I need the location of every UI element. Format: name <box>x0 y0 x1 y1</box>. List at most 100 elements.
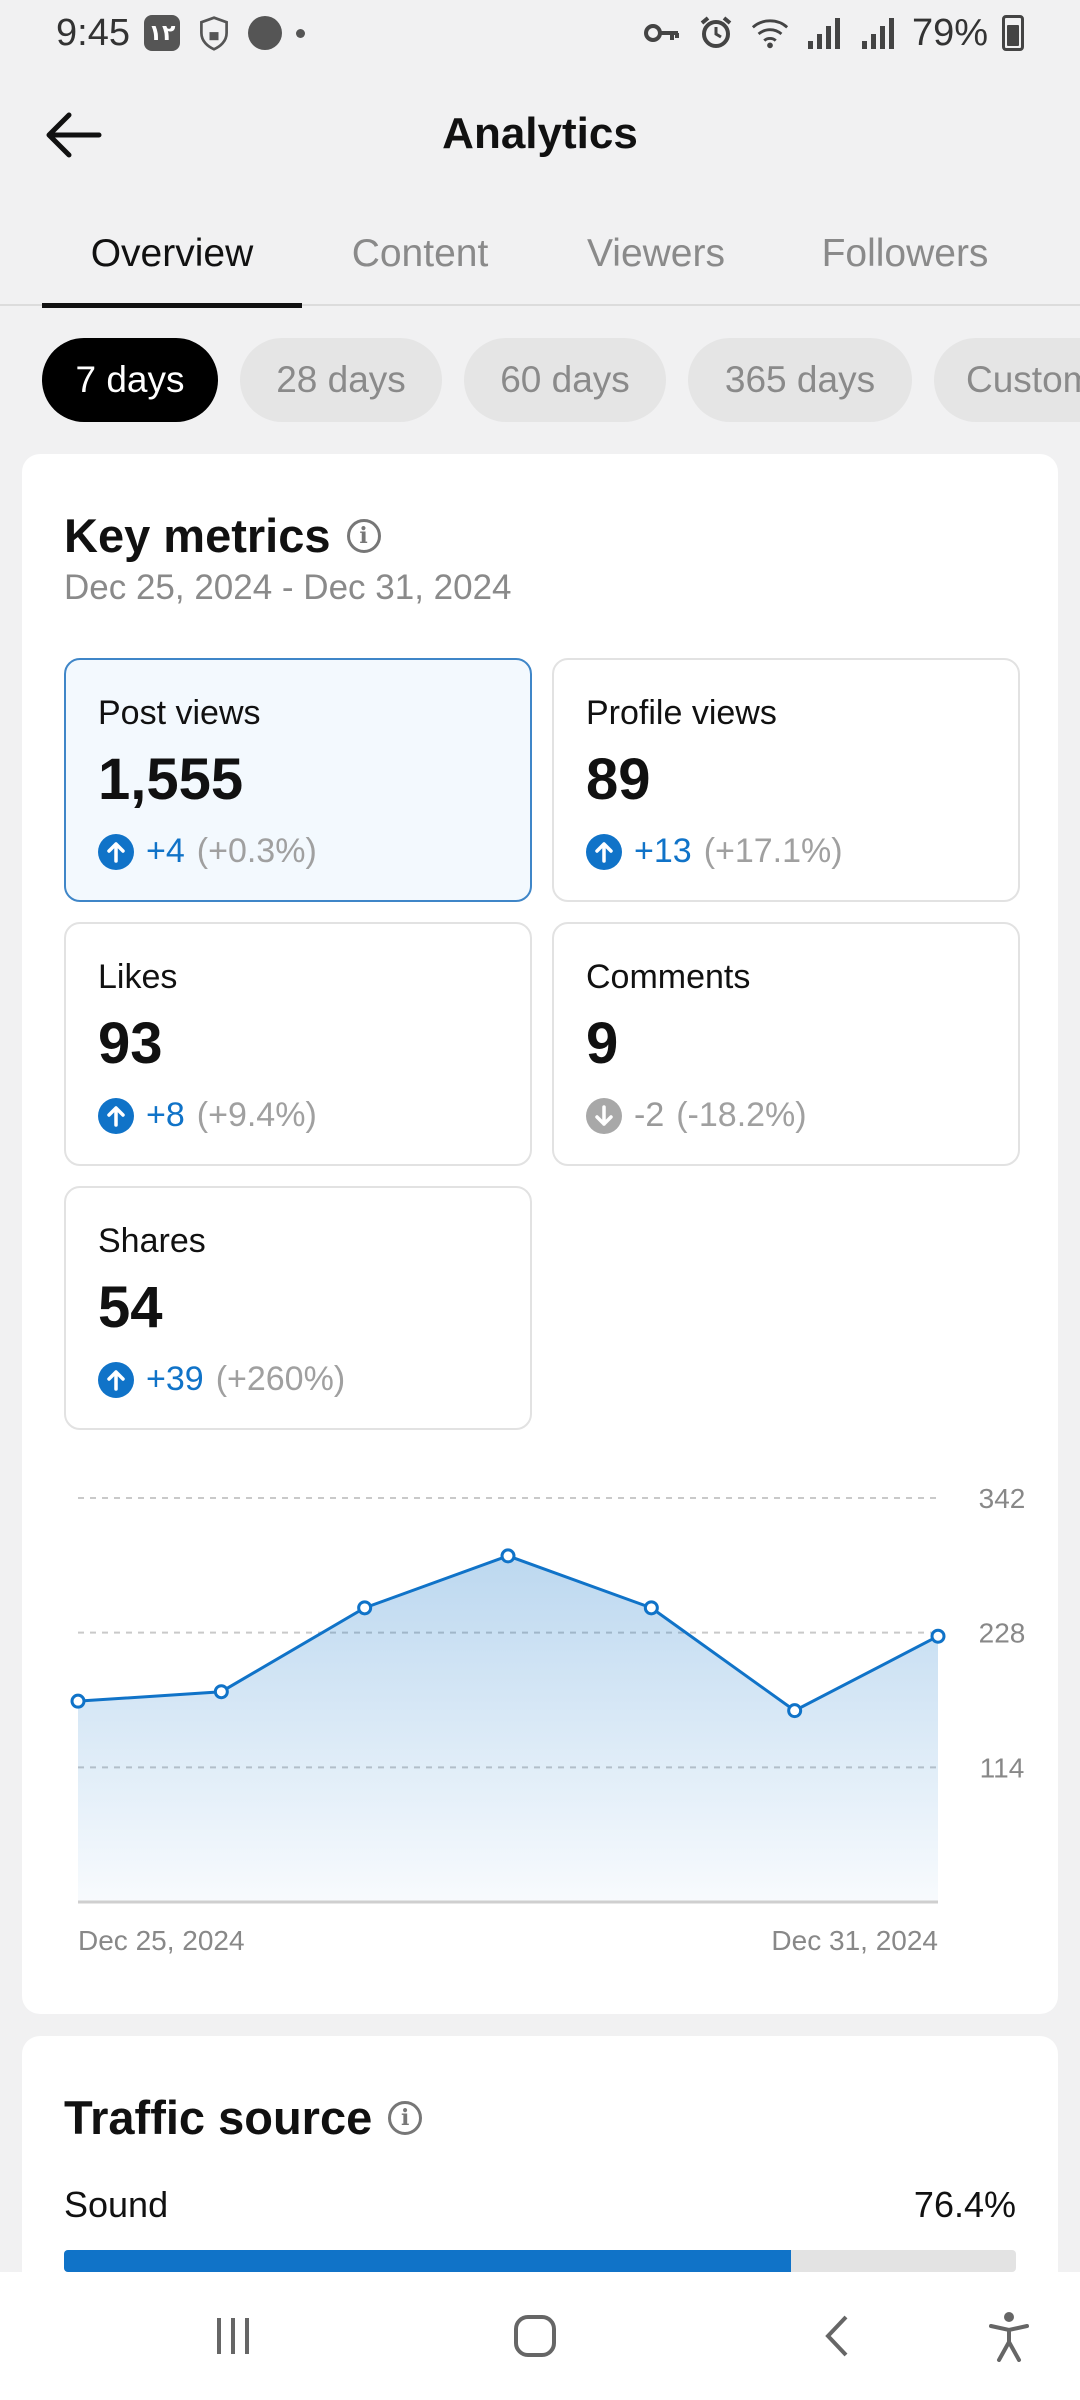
date-range: Dec 25, 2024 - Dec 31, 2024 <box>64 568 512 607</box>
traffic-progress-track <box>64 2250 1016 2272</box>
chart-point <box>643 1600 659 1616</box>
signal-icon-2 <box>861 18 894 49</box>
traffic-source-heading: Traffic source i <box>64 2090 423 2145</box>
metric-value: 9 <box>586 1011 619 1076</box>
alarm-icon <box>700 16 732 48</box>
info-icon[interactable]: i <box>388 2100 423 2135</box>
status-time: 9:45 <box>56 11 130 54</box>
range-chip-28-days[interactable]: 28 days <box>240 338 442 422</box>
metric-change: +8 (+9.4%) <box>98 1096 317 1135</box>
metric-tile-shares[interactable]: Shares 54 +39 (+260%) <box>64 1186 532 1430</box>
back-button[interactable] <box>38 100 108 170</box>
home-icon <box>514 2315 556 2357</box>
metric-change: +39 (+260%) <box>98 1360 345 1399</box>
metric-change-value: -2 <box>634 1096 665 1134</box>
tab-followers[interactable]: Followers <box>821 232 989 275</box>
tab-viewers[interactable]: Viewers <box>586 232 725 275</box>
accessibility-button[interactable] <box>964 2296 1054 2376</box>
traffic-source-title: Traffic source <box>64 2091 373 2144</box>
metric-change-value: +8 <box>146 1096 185 1134</box>
metric-change: +13 (+17.1%) <box>586 832 843 871</box>
system-nav-bar <box>0 2272 1080 2400</box>
y-tick-label: 114 <box>980 1752 1025 1783</box>
x-tick-label-end: Dec 31, 2024 <box>771 1925 938 1956</box>
range-selector: 7 days 28 days 60 days 365 days Custom <box>0 338 1080 424</box>
metric-change-percent: (+260%) <box>215 1360 346 1398</box>
metric-label: Shares <box>98 1222 206 1260</box>
messenger-icon <box>247 16 282 50</box>
metric-tile-post-views[interactable]: Post views 1,555 +4 (+0.3%) <box>64 658 532 902</box>
metric-change-percent: (+0.3%) <box>196 832 317 870</box>
tab-bar: Overview Content Viewers Followers <box>0 202 1080 308</box>
app-header: Analytics <box>0 66 1080 202</box>
vpn-shield-icon <box>200 16 228 51</box>
wifi-icon <box>751 19 789 49</box>
back-nav-button[interactable] <box>792 2296 882 2376</box>
chart-point <box>930 1628 946 1644</box>
arrow-up-icon <box>98 1097 134 1134</box>
arrow-left-icon <box>46 112 102 158</box>
chart-point <box>70 1693 86 1709</box>
range-chip-7-days[interactable]: 7 days <box>42 338 218 422</box>
traffic-row-value: 76.4% <box>913 2184 1016 2225</box>
metric-label: Profile views <box>586 694 777 732</box>
status-bar: 9:45 ۱۲ 79% <box>0 0 1080 66</box>
page-title: Analytics <box>442 109 638 158</box>
metric-value: 93 <box>98 1011 163 1076</box>
metric-value: 89 <box>586 747 651 812</box>
metric-label: Post views <box>98 694 261 732</box>
battery-icon <box>1002 15 1024 51</box>
chevron-left-icon <box>825 2315 848 2357</box>
arrow-up-icon <box>98 833 134 870</box>
metric-tile-profile-views[interactable]: Profile views 89 +13 (+17.1%) <box>552 658 1020 902</box>
accessibility-icon <box>989 2312 1029 2362</box>
range-chip-custom[interactable]: Custom <box>934 338 1080 422</box>
metric-change-value: +4 <box>146 832 185 870</box>
home-button[interactable] <box>490 2296 580 2376</box>
y-tick-label: 228 <box>979 1618 1026 1649</box>
metric-change-percent: (+9.4%) <box>196 1096 317 1134</box>
chart-area <box>78 1555 938 1902</box>
metric-value: 54 <box>98 1275 163 1340</box>
status-left: 9:45 ۱۲ <box>56 12 305 55</box>
recent-apps-button[interactable] <box>188 2296 278 2376</box>
metric-tile-comments[interactable]: Comments 9 -2 (-18.2%) <box>552 922 1020 1166</box>
key-metrics-card: Key metrics i Dec 25, 2024 - Dec 31, 202… <box>22 454 1058 2014</box>
notification-badge: ۱۲ <box>143 15 180 51</box>
chart-point <box>787 1703 803 1719</box>
metric-tile-likes[interactable]: Likes 93 +8 (+9.4%) <box>64 922 532 1166</box>
metric-label: Comments <box>586 958 751 996</box>
metric-change-value: +13 <box>634 832 692 870</box>
chart-point <box>500 1548 516 1564</box>
metric-change: +4 (+0.3%) <box>98 832 317 871</box>
metric-change-value: +39 <box>146 1360 204 1398</box>
arrow-up-icon <box>586 833 622 870</box>
range-chip-365-days[interactable]: 365 days <box>688 338 912 422</box>
traffic-progress-fill <box>64 2250 792 2272</box>
traffic-row-label: Sound <box>64 2184 169 2225</box>
arrow-down-icon <box>586 1097 622 1134</box>
key-metrics-heading: Key metrics i <box>64 508 381 563</box>
chart-point <box>357 1600 373 1616</box>
info-icon[interactable]: i <box>346 518 381 553</box>
chart-point <box>213 1684 229 1700</box>
status-right: 79% <box>642 12 1024 55</box>
tab-overview[interactable]: Overview <box>42 202 302 308</box>
metric-value: 1,555 <box>98 747 244 812</box>
key-metrics-title: Key metrics <box>64 509 331 562</box>
signal-icon-1 <box>807 18 840 49</box>
metric-change-percent: (+17.1%) <box>703 832 843 870</box>
tab-content[interactable]: Content <box>351 232 489 275</box>
metric-change-percent: (-18.2%) <box>676 1096 807 1134</box>
x-tick-label-start: Dec 25, 2024 <box>78 1925 245 1956</box>
post-views-chart[interactable]: 114 228 342 Dec 25, 2024 Dec 31, 2024 <box>22 454 1058 1994</box>
recent-apps-icon <box>217 2318 249 2354</box>
battery-percent: 79% <box>911 11 988 54</box>
metric-label: Likes <box>98 958 178 996</box>
y-tick-label: 342 <box>979 1483 1026 1514</box>
key-icon <box>643 24 679 42</box>
metric-change: -2 (-18.2%) <box>586 1096 807 1135</box>
more-notifications-icon <box>295 28 305 38</box>
arrow-up-icon <box>98 1361 134 1398</box>
range-chip-60-days[interactable]: 60 days <box>464 338 666 422</box>
